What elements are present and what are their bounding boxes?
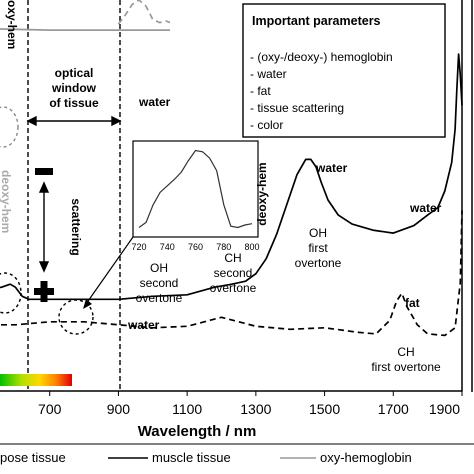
inset-layer: 720 740 760 780 800 [131, 149, 260, 252]
legend-label-adipose: pose tissue [0, 450, 66, 465]
series-line-3 [0, 28, 170, 31]
inset-tick-label: 760 [188, 242, 203, 252]
inset-tick-label: 800 [244, 242, 259, 252]
x-axis-label: Wavelength / nm [138, 423, 257, 440]
visible-spectrum-bar [0, 374, 72, 386]
oh-first-label: first [308, 241, 328, 255]
inset-tick-label: 740 [160, 242, 175, 252]
inset-ylabel: deoxy-hem [255, 162, 269, 225]
parameter-item: - water [250, 67, 287, 81]
x-tick-label: 900 [107, 401, 131, 417]
left-cut-label-top: oxy-hem [5, 0, 19, 49]
oh-second-label: overtone [136, 291, 183, 305]
x-tick-label: 1700 [378, 401, 409, 417]
parameter-item: - tissue scattering [250, 101, 344, 115]
scattering-label: scattering [69, 198, 83, 255]
x-tick-label: 1900 [429, 401, 460, 417]
window-label: of tissue [49, 96, 99, 110]
parameters-title: Important parameters [252, 14, 381, 28]
series-line-0 [0, 53, 463, 301]
fat-label: fat [405, 296, 420, 310]
inset-pointer-line [85, 236, 134, 305]
oh-second-label: second [140, 276, 179, 290]
legend-label-muscle: muscle tissue [152, 450, 231, 465]
series-line-1 [0, 210, 463, 337]
left-cut-label-mid: deoxy-hem [0, 170, 13, 233]
parameter-item: - fat [250, 84, 271, 98]
minus-symbol [35, 168, 53, 175]
oh-first-label: OH [309, 226, 327, 240]
x-tick-label: 700 [38, 401, 62, 417]
x-tick-label: 1500 [309, 401, 340, 417]
window-label: window [51, 81, 97, 95]
series-line-2 [117, 0, 171, 25]
x-ticks: 700 900 1100 1300 1500 1700 1900 [38, 391, 463, 417]
oh-first-label: overtone [295, 256, 342, 270]
water-label-top: water [138, 95, 171, 109]
scattering-arrow [38, 181, 50, 273]
ch-first-label: CH [397, 345, 414, 359]
ch-second-label: overtone [210, 281, 257, 295]
x-tick-label: 1300 [240, 401, 271, 417]
inset-frame [132, 140, 259, 238]
oxy-hem-circle [0, 106, 19, 148]
inset-tick-label: 720 [131, 242, 146, 252]
inset-source-circle [58, 299, 94, 335]
legend-label-oxy: oxy-hemoglobin [320, 450, 412, 465]
ch-first-label: first overtone [371, 360, 441, 374]
inset-line [138, 149, 253, 229]
parameter-item: - color [250, 118, 283, 132]
oh-second-label: OH [150, 261, 168, 275]
ch-second-label: second [214, 266, 253, 280]
water-label-low: water [127, 318, 160, 332]
water-label-right: water [409, 201, 442, 215]
parameters-box [242, 3, 446, 138]
water-label-peak: water [315, 161, 348, 175]
series-layer [0, 0, 463, 337]
deoxy-hem-circle [0, 272, 22, 314]
inset-pointer-head [83, 299, 92, 309]
plus-symbol [34, 281, 54, 302]
window-arrow [26, 115, 122, 127]
ch-second-label: CH [224, 251, 241, 265]
x-tick-label: 1100 [172, 401, 202, 417]
window-label: optical [55, 66, 94, 80]
plot-frame [0, 0, 463, 392]
inset-tick-label: 780 [216, 242, 231, 252]
parameter-item: - (oxy-/deoxy-) hemoglobin [250, 50, 393, 64]
